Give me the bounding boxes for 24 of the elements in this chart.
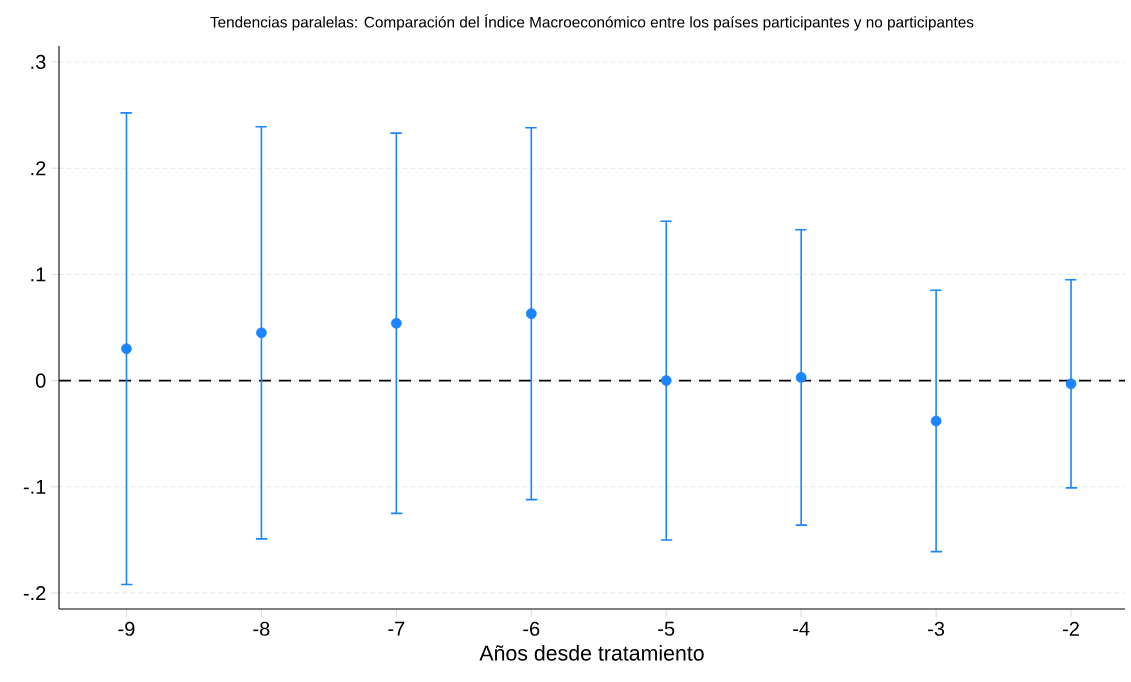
y-tick-label: -.2 [23,586,46,601]
x-tick-label: -4 [793,621,810,636]
point [391,317,402,329]
y-tick-label: 0 [35,373,46,388]
x-tick-label: -2 [1063,621,1079,636]
y-tick-label: .3 [31,54,46,70]
point [930,415,942,427]
x-tick-label: -5 [658,621,675,636]
point [121,343,132,355]
point [795,372,807,383]
point [525,308,537,320]
x-tick-label: -8 [253,621,270,636]
point [1065,378,1077,390]
y-tick-label: -.1 [23,479,46,494]
x-tick-label: -9 [118,621,135,636]
x-tick-label: -6 [523,621,540,636]
x-axis-title: Años desde tratamiento [479,645,704,661]
x-tick-label: -3 [928,621,945,636]
x-tick-label: -7 [388,621,405,636]
y-tick-label: .1 [31,267,46,282]
chart-title: Tendencias paralelas: Comparación del Índice Macroeconómico entre los países participantes y no participantes [210,14,974,31]
point [660,375,672,386]
y-tick-label: .2 [31,161,46,176]
point [256,327,267,339]
